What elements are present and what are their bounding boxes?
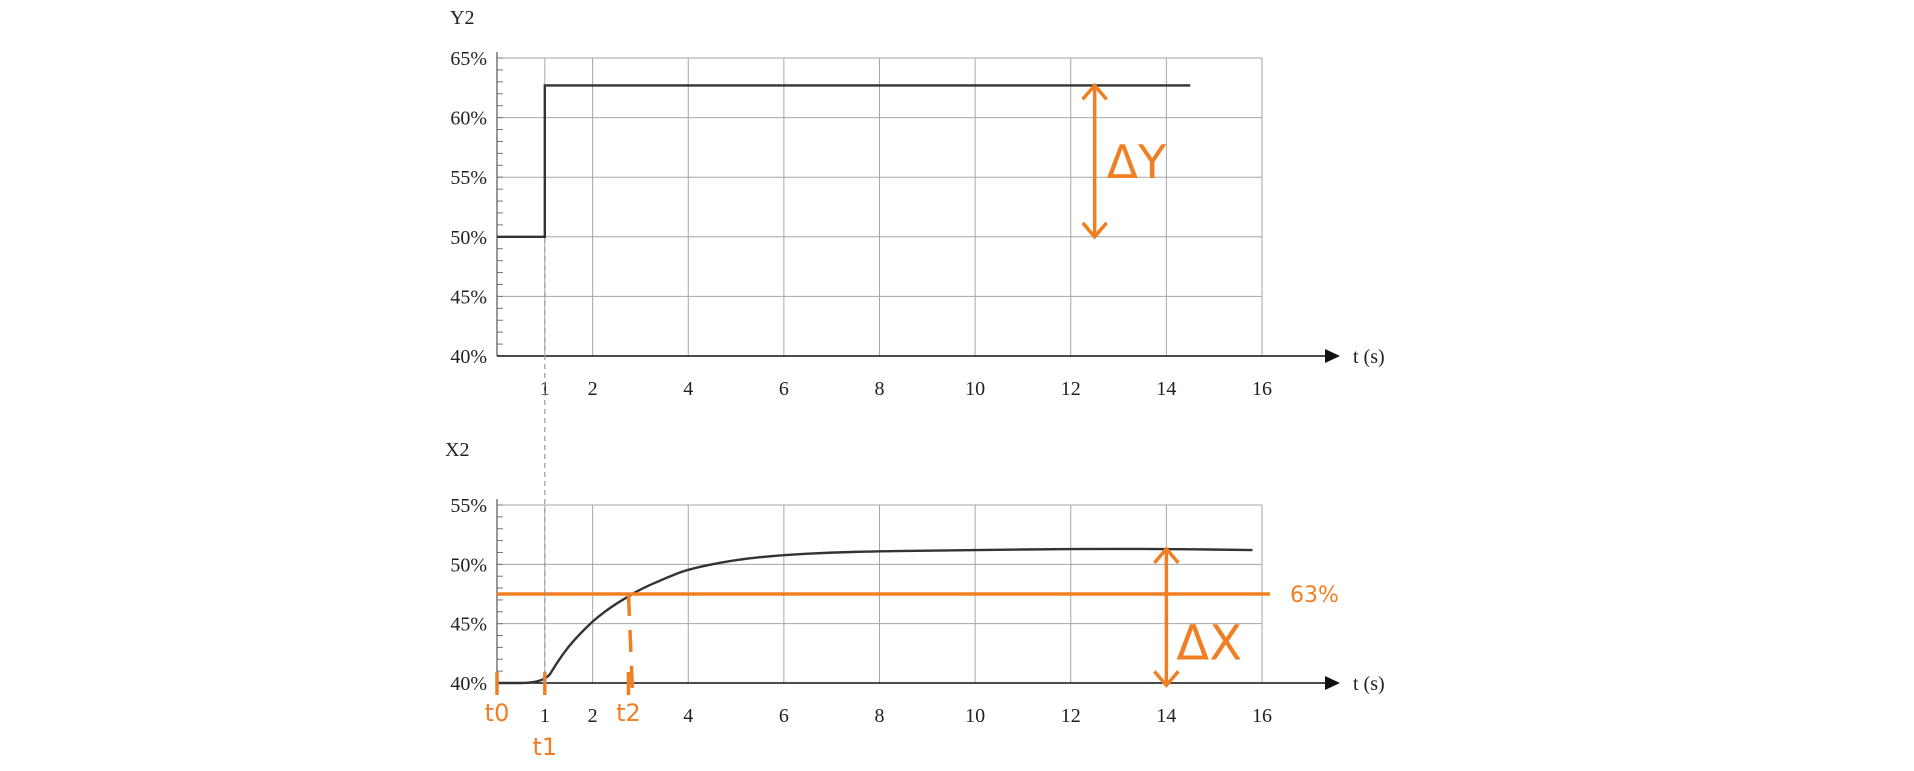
x-tick-label: 6	[779, 378, 789, 400]
delta-arrowhead-down	[1081, 221, 1108, 240]
x-tick-label: 14	[1156, 378, 1176, 400]
x-tick-label: 1	[540, 705, 550, 727]
x-tick-label: 16	[1252, 378, 1272, 400]
x-tick-label: 6	[779, 705, 789, 727]
x-tick-label: 2	[588, 705, 598, 727]
y-tick-label: 55%	[450, 495, 487, 517]
x-tick-label: 12	[1061, 378, 1081, 400]
delta-arrowhead-down	[1153, 670, 1180, 689]
x-tick-label: 8	[875, 378, 885, 400]
t2-label: t2	[616, 699, 641, 727]
delta-arrowhead-up	[1153, 546, 1180, 565]
delta-label: ΔX	[1176, 615, 1242, 671]
x-axis-arrowhead	[1325, 676, 1340, 690]
y-tick-label: 45%	[450, 286, 487, 308]
x-tick-label: 2	[588, 378, 598, 400]
delta-label: ΔY	[1107, 135, 1167, 189]
y-tick-label: 40%	[450, 673, 487, 695]
x-tick-label: 10	[965, 378, 985, 400]
y-tick-label: 55%	[450, 167, 487, 189]
y-axis-name: Y2	[450, 7, 474, 29]
y-tick-label: 50%	[450, 554, 487, 576]
x-axis-name: t (s)	[1353, 346, 1385, 368]
sixty-three-percent-label: 63%	[1290, 583, 1339, 608]
t2-dashed-drop-line	[626, 593, 635, 692]
x-tick-label: 16	[1252, 705, 1272, 727]
series-line	[496, 547, 1253, 685]
y-tick-label: 40%	[450, 346, 487, 368]
x-tick-label: 12	[1061, 705, 1081, 727]
x-tick-label: 1	[540, 378, 550, 400]
y-axis-name: X2	[445, 439, 469, 461]
delta-arrowhead-up	[1081, 82, 1108, 101]
x-axis-name: t (s)	[1353, 673, 1385, 695]
t1-label: t1	[532, 733, 557, 761]
series-line	[497, 84, 1191, 238]
y-tick-label: 45%	[450, 614, 487, 636]
x-tick-label: 14	[1156, 705, 1176, 727]
x-tick-label: 8	[875, 705, 885, 727]
x-tick-label: 4	[683, 705, 693, 727]
y-tick-label: 65%	[450, 48, 487, 70]
x-tick-label: 10	[965, 705, 985, 727]
y-tick-label: 50%	[450, 227, 487, 249]
x-axis-arrowhead	[1325, 349, 1340, 363]
y-tick-label: 60%	[450, 108, 487, 130]
t0-label: t0	[485, 699, 510, 727]
x-tick-label: 4	[683, 378, 693, 400]
